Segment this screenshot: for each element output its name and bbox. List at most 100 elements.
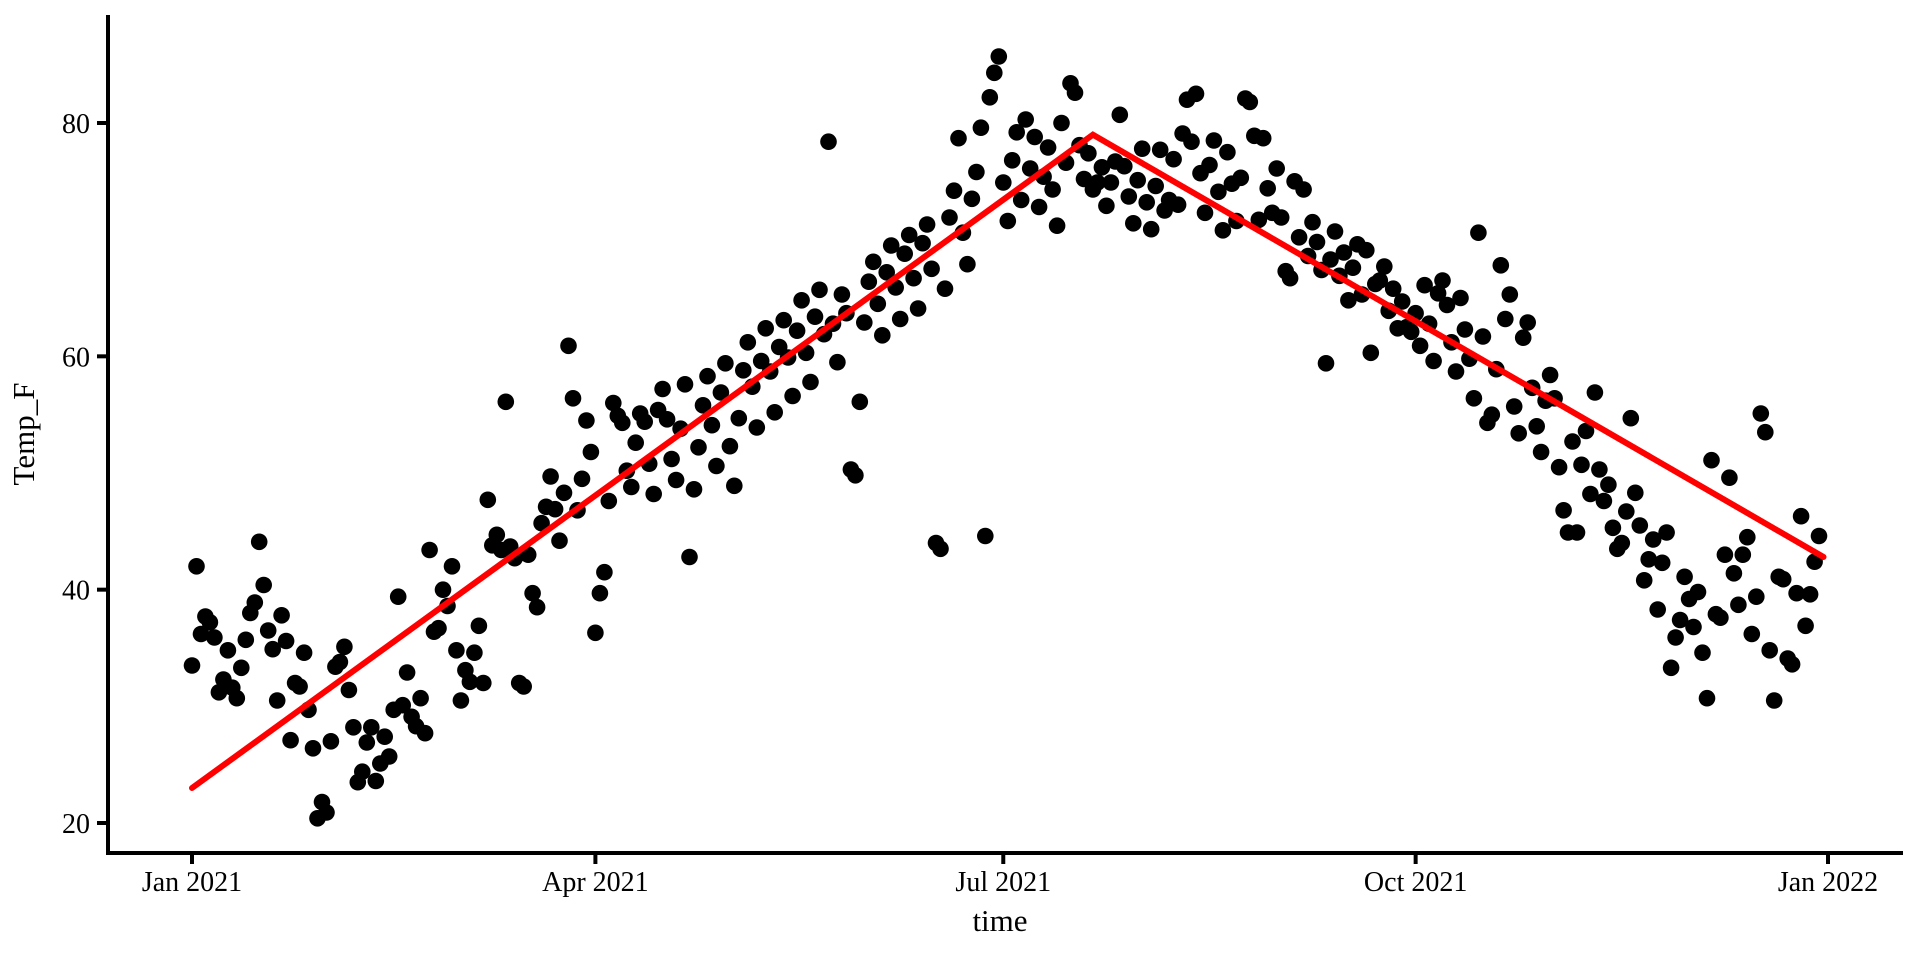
data-point [1586,384,1604,401]
data-point [972,119,990,136]
data-point [1712,609,1729,626]
x-tick-label: Oct 2021 [1364,867,1467,898]
data-point [945,182,963,199]
data-point [1344,259,1362,277]
data-point [1003,152,1021,169]
data-point [1725,565,1743,582]
data-point [1039,139,1057,156]
data-point [658,411,676,428]
data-point [448,642,465,659]
data-point [340,681,358,699]
data-point [1456,321,1474,338]
data-point [1783,656,1801,673]
data-point [376,728,394,745]
data-point [528,598,546,616]
data-point [1600,476,1617,494]
data-point [246,594,264,611]
data-point [345,719,362,736]
data-point [851,393,869,411]
data-point [990,48,1008,65]
data-point [1649,601,1666,618]
data-point [1662,659,1680,677]
data-point [1689,583,1707,601]
data-point [573,470,591,488]
data-point [1618,503,1635,520]
data-point [515,678,532,695]
data-point [1030,198,1048,216]
data-point [829,353,846,371]
data-point [497,393,515,411]
data-point [183,657,201,674]
data-point [587,624,604,642]
data-point [1196,204,1214,222]
data-point [1340,292,1357,309]
data-point [995,174,1012,191]
data-point [663,450,680,468]
data-point [856,314,873,331]
data-point [412,689,429,707]
data-point [1757,423,1774,441]
data-point [936,280,954,298]
data-point [1582,485,1599,503]
data-point [802,373,819,391]
data-point [1066,84,1084,101]
data-point [470,617,488,635]
data-point [820,133,837,150]
data-point [968,163,985,181]
data-point [1214,222,1232,239]
data-point [1151,141,1169,159]
data-point [1765,692,1783,709]
data-point [219,642,237,659]
data-point [1730,596,1747,614]
data-point [1568,524,1586,541]
data-point [950,129,967,147]
data-point [721,437,739,455]
data-point [869,295,887,313]
data-point [1519,314,1536,331]
data-point [1080,145,1097,162]
data-point [1743,625,1761,643]
data-point [1465,390,1483,407]
data-point [1254,129,1272,147]
data-point [1564,433,1581,450]
data-point [1577,422,1595,440]
data-point [1434,272,1451,289]
data-point [806,308,824,326]
x-tick-label: Jan 2022 [1778,867,1878,898]
data-point [1694,644,1711,661]
data-point [1272,209,1290,226]
data-point [847,467,864,484]
data-point [941,209,958,226]
data-point [1201,156,1218,174]
data-point [891,310,909,328]
data-point [882,237,900,254]
data-point [1147,177,1164,195]
data-point [1613,534,1631,552]
data-point [685,481,703,498]
data-point [667,471,685,489]
data-point [555,484,573,502]
data-point [542,468,559,485]
data-point [636,413,653,431]
data-point [233,659,250,677]
data-point [1210,183,1227,201]
data-point [788,322,806,340]
data-point [739,334,757,351]
data-point [358,734,376,751]
data-point [681,548,698,566]
data-point [900,226,918,244]
data-point [1671,611,1689,629]
data-point [228,689,246,707]
data-point [564,390,582,407]
data-point [475,674,492,692]
data-point [1510,425,1527,442]
data-point [1555,502,1572,519]
y-tick-label: 20 [62,809,90,840]
data-point [1053,114,1070,132]
data-point [380,748,398,765]
data-point [1591,461,1608,478]
data-point [466,644,483,661]
data-point [524,584,541,602]
data-point [1604,519,1622,537]
data-point [757,320,774,337]
